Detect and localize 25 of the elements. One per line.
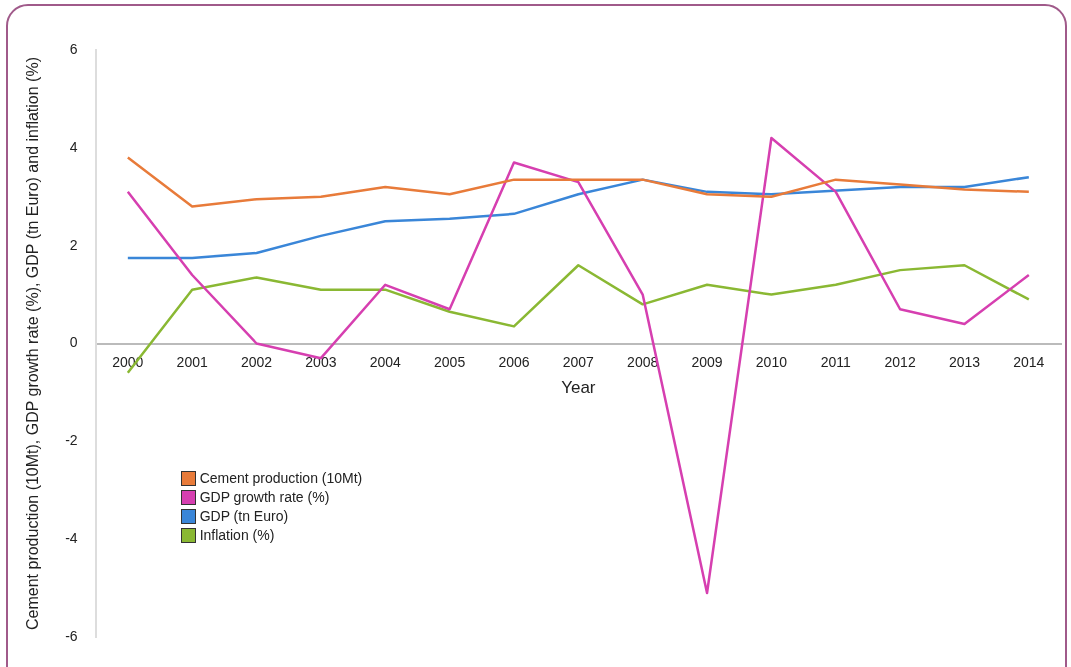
x-tick-label: 2013	[948, 353, 981, 370]
x-tick-label: 2004	[369, 353, 402, 370]
y-tick-label: -4	[65, 530, 78, 547]
x-tick-label: 2005	[434, 353, 466, 370]
y-tick-label: -6	[65, 627, 78, 644]
legend-label: GDP (tn Euro)	[199, 508, 289, 524]
x-tick-label: 2014	[1013, 353, 1045, 370]
y-tick-label: 0	[69, 334, 78, 351]
x-tick-label: 2007	[562, 353, 595, 370]
x-tick-label: 2001	[176, 353, 208, 370]
legend-label: Inflation (%)	[199, 527, 275, 543]
x-tick-label: 2002	[240, 353, 273, 370]
x-axis-title: Year	[561, 378, 596, 398]
x-tick-label: 2009	[691, 353, 723, 370]
y-tick-label: 2	[69, 236, 78, 253]
x-tick-label: 2012	[884, 353, 916, 370]
y-axis-title: Cement production (10Mt), GDP growth rate (%), GDP (tn Euro) and inflation (%)	[24, 57, 42, 630]
x-tick-label: 2010	[755, 353, 788, 370]
y-tick-label: -2	[65, 432, 78, 449]
y-tick-label: 4	[69, 138, 78, 155]
x-tick-label: 2006	[498, 353, 530, 370]
legend-label: Cement production (10Mt)	[199, 470, 363, 486]
legend-label: GDP growth rate (%)	[199, 489, 330, 505]
y-tick-label: 6	[69, 40, 78, 57]
x-tick-label: 2011	[820, 353, 852, 370]
